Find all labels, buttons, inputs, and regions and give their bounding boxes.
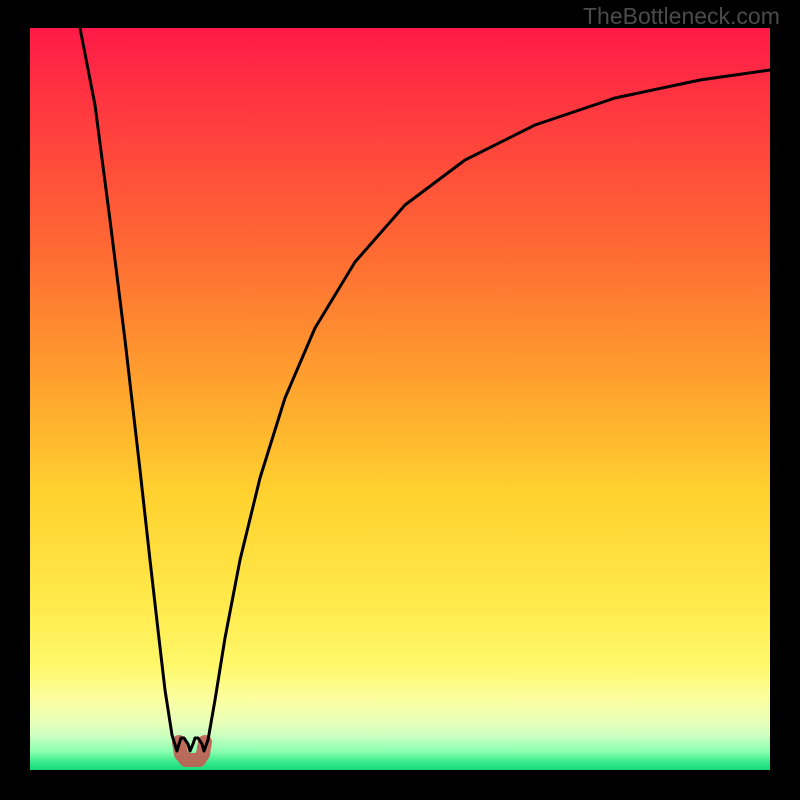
watermark-text: TheBottleneck.com	[583, 3, 780, 30]
bottleneck-chart	[0, 0, 800, 800]
chart-canvas: TheBottleneck.com	[0, 0, 800, 800]
plot-area	[30, 28, 770, 770]
